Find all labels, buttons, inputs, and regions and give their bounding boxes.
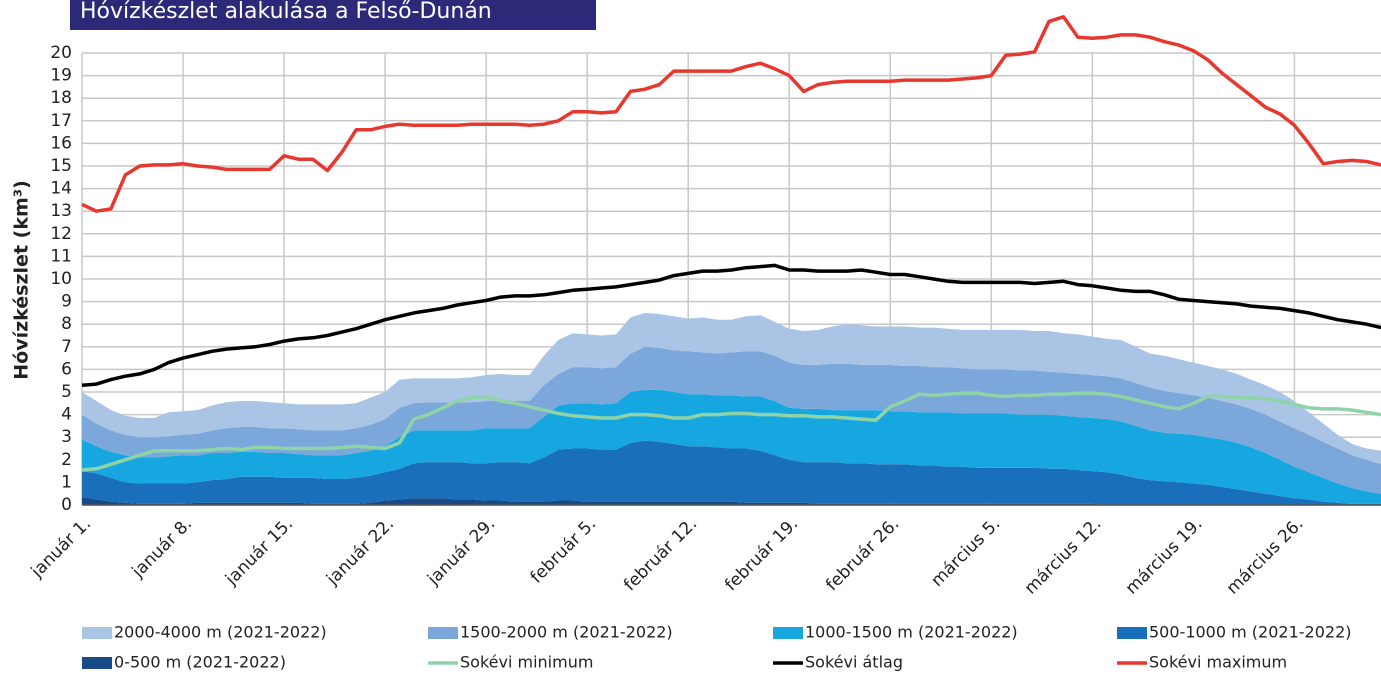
legend-swatch (82, 657, 112, 669)
x-tick-label: január 29. (423, 514, 499, 590)
area (82, 440, 1381, 505)
legend-label: Sokévi átlag (805, 653, 903, 672)
x-tick-label: március 26. (1223, 514, 1308, 599)
x-tick-label: március 5. (927, 514, 1004, 591)
line (81, 15, 1381, 213)
legend-label: Sokévi maximum (1149, 653, 1287, 672)
legend-label: 1000-1500 m (2021-2022) (805, 623, 1018, 642)
y-tick-label: 17 (50, 111, 72, 131)
area (82, 497, 1381, 505)
y-tick-label: 14 (50, 179, 72, 199)
y-tick-label: 9 (61, 292, 72, 312)
x-tick-label: február 26. (822, 514, 903, 595)
y-tick-label: 3 (61, 427, 72, 447)
legend-swatch (428, 627, 458, 639)
y-tick-label: 15 (50, 156, 72, 176)
x-tick-label: január 15. (221, 514, 297, 590)
legend-swatch (1117, 627, 1147, 639)
title-box (70, 0, 596, 30)
x-tick-label: február 19. (721, 514, 802, 595)
y-tick-label: 20 (50, 43, 72, 63)
y-tick-label: 10 (50, 269, 72, 289)
line (81, 391, 1381, 472)
area (82, 389, 1381, 504)
y-tick-label: 0 (61, 495, 72, 515)
y-tick-label: 7 (61, 337, 72, 357)
x-tick-label: március 19. (1122, 514, 1207, 599)
y-tick-label: 12 (50, 224, 72, 244)
y-tick-label: 13 (50, 201, 72, 221)
y-axis-label: Hóvízkészlet (km³) (11, 180, 33, 380)
y-tick-label: 4 (61, 405, 72, 425)
x-tick-label: március 12. (1021, 514, 1106, 599)
x-tick-label: február 12. (620, 514, 701, 595)
chart-title: Hóvízkészlet alakulása a Felső-Dunán (80, 0, 492, 24)
legend-label: Sokévi minimum (460, 653, 593, 672)
legend-label: 0-500 m (2021-2022) (114, 653, 286, 672)
y-tick-label: 19 (50, 66, 72, 86)
area (82, 312, 1381, 465)
legend-swatch (82, 627, 112, 639)
y-tick-label: 18 (50, 88, 72, 108)
x-tick-label: január 1. (27, 514, 95, 582)
legend-label: 500-1000 m (2021-2022) (1149, 623, 1351, 642)
y-tick-label: 1 (61, 472, 72, 492)
x-tick-label: január 8. (128, 514, 196, 582)
legend-swatch (773, 627, 803, 639)
area (82, 346, 1381, 494)
legend-label: 1500-2000 m (2021-2022) (460, 623, 673, 642)
y-tick-label: 16 (50, 133, 72, 153)
y-tick-label: 5 (61, 382, 72, 402)
x-tick-label: február 5. (527, 514, 601, 588)
line (81, 263, 1381, 387)
legend-label: 2000-4000 m (2021-2022) (114, 623, 327, 642)
x-tick-label: január 22. (322, 514, 398, 590)
y-tick-label: 2 (61, 450, 72, 470)
y-tick-label: 6 (61, 359, 72, 379)
y-tick-label: 8 (61, 314, 72, 334)
y-tick-label: 11 (50, 246, 72, 266)
